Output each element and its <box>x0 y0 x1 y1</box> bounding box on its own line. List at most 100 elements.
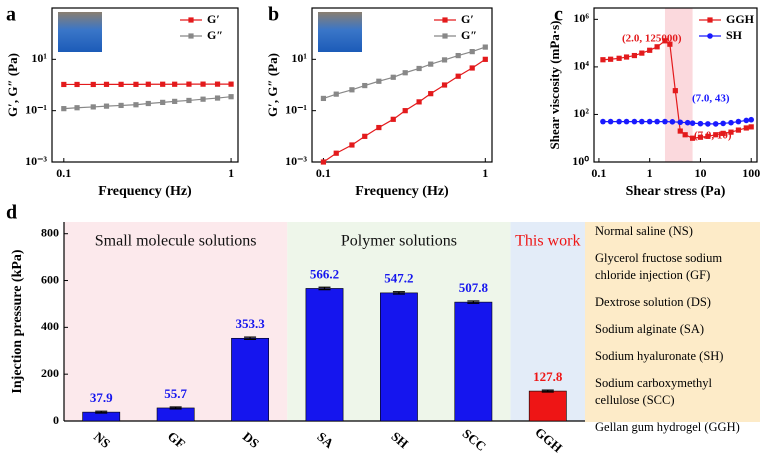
y-tick-label: 600 <box>41 272 59 286</box>
y-tick-label: 400 <box>41 319 59 333</box>
legend-marker <box>188 17 194 23</box>
x-axis-label: Frequency (Hz) <box>98 184 192 199</box>
y-tick-label: 10⁰ <box>572 154 589 168</box>
plot-frame <box>593 7 758 163</box>
marker <box>441 57 448 63</box>
group-label: This work <box>515 233 580 250</box>
marker <box>349 87 355 93</box>
marker <box>677 119 684 126</box>
x-tick-label: DS <box>240 429 262 451</box>
value-label: 507.8 <box>459 280 489 295</box>
marker <box>402 70 408 76</box>
marker <box>607 118 614 125</box>
marker <box>677 128 683 134</box>
marker <box>376 124 382 131</box>
marker <box>455 73 461 79</box>
x-tick-label: 1 <box>228 166 234 180</box>
bar <box>380 292 418 422</box>
note: Dextrose solution (DS) <box>595 295 711 309</box>
y-tick-label: 0 <box>53 413 59 427</box>
marker <box>713 132 719 138</box>
error-bar <box>467 300 480 304</box>
marker <box>133 81 139 87</box>
marker <box>623 118 630 125</box>
note: Sodium hyaluronate (SH) <box>595 349 723 363</box>
marker <box>103 81 110 87</box>
marker <box>728 129 734 135</box>
marker <box>74 81 80 88</box>
marker <box>160 81 166 87</box>
marker <box>376 78 382 84</box>
marker <box>133 102 139 108</box>
x-tick-label: 1 <box>647 166 653 180</box>
marker <box>748 124 754 130</box>
marker <box>712 121 719 127</box>
error-bar <box>95 410 108 414</box>
marker <box>118 81 124 87</box>
marker <box>214 81 221 87</box>
marker <box>90 104 96 110</box>
y-axis-label: Shear viscosity (mPa·s) <box>547 20 562 149</box>
marker <box>172 98 178 104</box>
x-axis-label: Shear stress (Pa) <box>626 184 726 199</box>
annotation: (7.0, 10) <box>694 130 732 142</box>
note: Sodium alginate (SA) <box>595 322 704 336</box>
marker <box>608 56 614 62</box>
x-tick-label: NS <box>91 429 113 451</box>
marker <box>428 61 434 67</box>
marker <box>735 118 742 125</box>
marker <box>720 120 726 127</box>
y-axis-label: G′, G″ (Pa) <box>5 53 20 117</box>
y-tick-label: 10⁻¹ <box>285 102 307 116</box>
note-line: Sodium carboxymethyl <box>595 376 713 390</box>
legend-label: G″ <box>461 28 477 42</box>
legend-label: G′ <box>461 12 474 26</box>
marker <box>416 65 422 72</box>
marker <box>748 116 755 123</box>
plot-frame <box>311 7 493 163</box>
panel-label: b <box>268 4 279 26</box>
highlight-band <box>664 8 693 162</box>
marker <box>186 97 192 104</box>
inset-photo <box>318 12 362 52</box>
marker <box>428 91 434 97</box>
marker <box>720 130 726 136</box>
marker <box>402 108 408 114</box>
marker <box>639 50 645 56</box>
marker <box>697 120 704 127</box>
legend-marker <box>707 17 713 23</box>
series-line <box>602 40 752 139</box>
marker <box>145 100 151 107</box>
bar <box>528 390 567 422</box>
legend-label: G′ <box>207 12 220 26</box>
marker <box>416 99 422 105</box>
legend-label: G″ <box>207 28 223 42</box>
marker <box>118 102 124 109</box>
bar <box>305 288 344 422</box>
legend-label: SH <box>726 28 743 42</box>
y-tick-label: 10⁶ <box>573 11 589 25</box>
marker <box>654 118 660 125</box>
note: Normal saline (NS) <box>595 224 693 238</box>
value-label: 55.7 <box>164 386 187 401</box>
y-tick-label: 10⁴ <box>573 59 589 73</box>
marker <box>320 159 327 165</box>
marker <box>362 82 368 89</box>
marker <box>103 103 110 109</box>
marker <box>362 133 368 139</box>
value-label: 127.8 <box>533 369 563 384</box>
group-label: Polymer solutions <box>341 233 457 250</box>
marker <box>600 118 606 125</box>
x-tick-label: SCC <box>460 426 490 454</box>
x-tick-label: 0.1 <box>591 166 606 180</box>
marker <box>333 150 339 156</box>
marker <box>616 118 622 125</box>
marker <box>689 135 696 141</box>
marker <box>74 105 80 111</box>
marker <box>469 65 475 71</box>
y-tick-label: 10⁻³ <box>25 154 47 168</box>
annotation: (2.0, 125000) <box>622 33 682 45</box>
note-line: Glycerol fructose sodium <box>595 251 722 265</box>
marker <box>214 95 221 101</box>
marker <box>684 119 691 126</box>
